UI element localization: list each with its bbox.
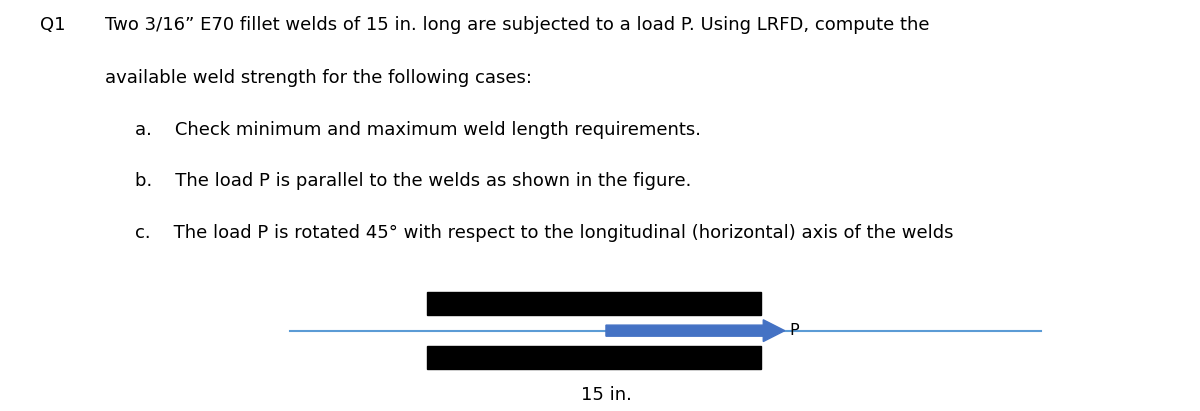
Bar [427, 292, 761, 315]
Text: a.    Check minimum and maximum weld length requirements.: a. Check minimum and maximum weld length… [136, 121, 701, 139]
Text: P: P [790, 323, 799, 338]
Text: Q1: Q1 [40, 16, 66, 34]
Text: 15 in.: 15 in. [581, 386, 631, 404]
Text: Two 3/16” E70 fillet welds of 15 in. long are subjected to a load P. Using LRFD,: Two 3/16” E70 fillet welds of 15 in. lon… [106, 16, 930, 34]
Bar [427, 346, 761, 369]
Text: b.    The load P is parallel to the welds as shown in the figure.: b. The load P is parallel to the welds a… [136, 172, 691, 190]
Text: c.    The load P is rotated 45° with respect to the longitudinal (horizontal) ax: c. The load P is rotated 45° with respec… [136, 224, 954, 242]
FancyArrow shape [606, 320, 785, 342]
Text: available weld strength for the following cases:: available weld strength for the followin… [106, 69, 533, 88]
